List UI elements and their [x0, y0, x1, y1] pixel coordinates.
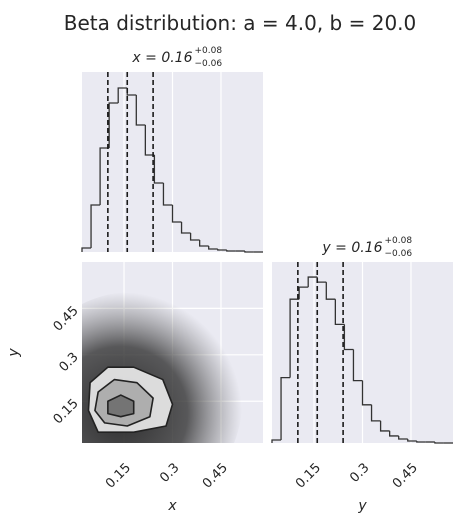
histogram-step [334, 299, 345, 325]
histogram-step [343, 324, 354, 351]
y-tick-label: 0.3 [56, 350, 81, 375]
histogram-step [226, 250, 236, 252]
panel-title: y = 0.16 [321, 240, 382, 256]
histogram-step [416, 440, 426, 443]
y-tick-label: 0.15 [51, 396, 82, 427]
x-tick-label: 0.3 [157, 461, 182, 486]
histogram-step [271, 439, 282, 443]
plot-area [82, 292, 242, 443]
histogram-step [370, 404, 381, 422]
histogram-step [379, 420, 390, 432]
histogram-step [153, 155, 164, 184]
histogram-step [434, 441, 444, 444]
histogram-step [244, 251, 254, 253]
histogram-step [398, 435, 408, 440]
histogram-step [117, 87, 128, 103]
histogram-step [307, 276, 318, 288]
contour [107, 394, 135, 418]
x-axis-label: x [167, 498, 177, 514]
histogram-step [199, 240, 209, 247]
histogram-step [298, 286, 309, 300]
histogram-step [280, 376, 291, 440]
histogram-step [361, 380, 372, 406]
histogram-step [162, 183, 173, 206]
panel-title-upper: +0.08 [195, 46, 223, 56]
histogram-step [289, 298, 300, 378]
histogram-step [389, 430, 399, 437]
histogram-step [135, 95, 146, 126]
histogram-step [171, 205, 182, 223]
x-tick-label: 0.15 [293, 461, 324, 492]
y-tick-label: 0.45 [51, 303, 82, 334]
figure-title: Beta distribution: a = 4.0, b = 20.0 [64, 11, 417, 35]
x-tick-label: 0.3 [347, 461, 372, 486]
y-axis-label: y [6, 348, 22, 358]
histogram-step [180, 222, 191, 234]
histogram-step [407, 438, 417, 442]
histogram-step [325, 282, 336, 300]
histogram-step [99, 147, 110, 205]
x-tick-label: 0.45 [390, 461, 421, 492]
x-tick-label: 0.15 [103, 461, 134, 492]
histogram-step [208, 246, 218, 250]
histogram-step [90, 204, 101, 248]
panel-title: x = 0.16 [131, 50, 192, 66]
histogram-step [189, 233, 200, 241]
x-tick-label: 0.45 [200, 461, 231, 492]
histogram-step [144, 125, 155, 156]
histogram-step [352, 349, 363, 382]
x-axis-label: y [357, 498, 367, 514]
panel-title-upper: +0.08 [385, 236, 413, 246]
histogram-step [108, 102, 119, 148]
panel-title-lower: −0.06 [195, 59, 223, 69]
histogram-step [81, 247, 92, 252]
panel-title-lower: −0.06 [385, 249, 413, 259]
histogram-step [217, 249, 227, 251]
